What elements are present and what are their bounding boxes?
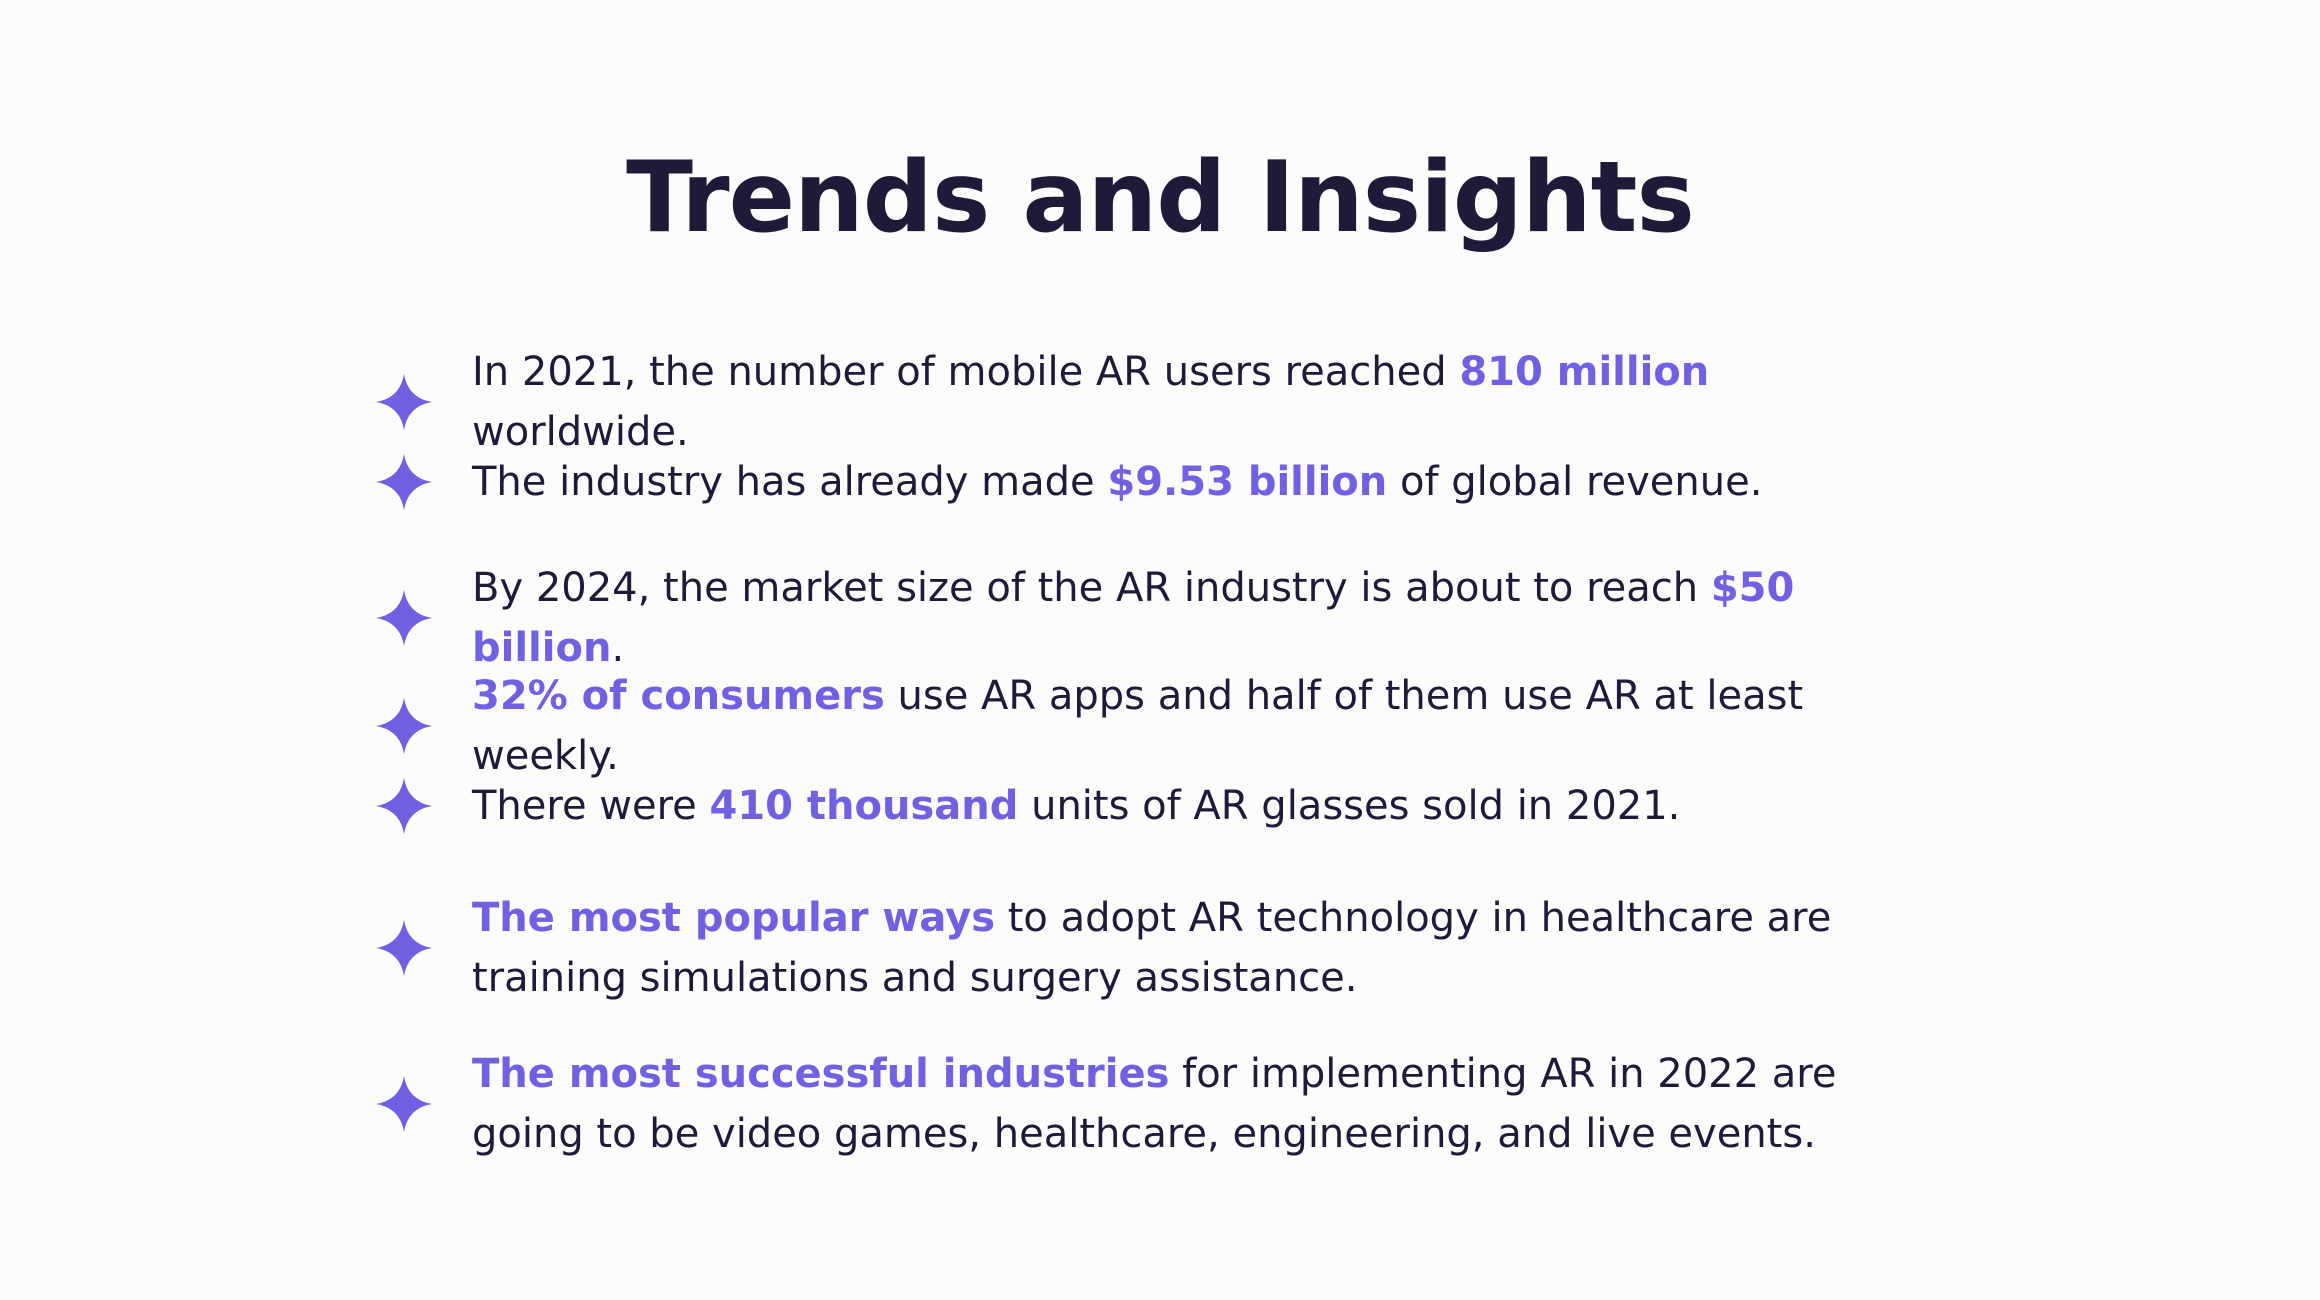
four-point-star-icon xyxy=(372,586,436,650)
insight-highlight: The most popular ways xyxy=(472,895,996,941)
insight-item: The industry has already made $9.53 bill… xyxy=(372,450,1892,514)
insight-text-lead: The industry has already made xyxy=(472,459,1108,505)
insight-text: In 2021, the number of mobile AR users r… xyxy=(472,342,1892,462)
insight-text: By 2024, the market size of the AR indus… xyxy=(472,558,1892,678)
four-point-star-icon xyxy=(372,450,436,514)
insight-text: The most successful industries for imple… xyxy=(472,1044,1892,1164)
four-point-star-icon xyxy=(372,370,436,434)
insight-highlight: $9.53 billion xyxy=(1107,459,1388,505)
insight-text-tail: of global revenue. xyxy=(1387,459,1763,505)
insight-item: 32% of consumers use AR apps and half of… xyxy=(372,666,1892,786)
insight-item: In 2021, the number of mobile AR users r… xyxy=(372,342,1892,462)
four-point-star-icon xyxy=(372,774,436,838)
insight-highlight: 410 thousand xyxy=(709,783,1019,829)
insight-text: There were 410 thousand units of AR glas… xyxy=(472,776,1680,836)
page-title: Trends and Insights xyxy=(626,141,1695,255)
insight-text-tail: worldwide. xyxy=(472,409,689,455)
insight-text-lead: By 2024, the market size of the AR indus… xyxy=(472,565,1711,611)
insight-item: The most successful industries for imple… xyxy=(372,1044,1892,1164)
insight-text: 32% of consumers use AR apps and half of… xyxy=(472,666,1892,786)
insight-text-tail: to adopt AR technology in healthcare are… xyxy=(472,895,1832,1001)
insight-text-lead: In 2021, the number of mobile AR users r… xyxy=(472,349,1460,395)
insight-text-tail: . xyxy=(611,625,625,671)
four-point-star-icon xyxy=(372,1072,436,1136)
insight-item: There were 410 thousand units of AR glas… xyxy=(372,774,1892,838)
insight-highlight: 32% of consumers xyxy=(472,673,885,719)
insight-text: The most popular ways to adopt AR techno… xyxy=(472,888,1892,1008)
insight-text-tail: for implementing AR in 2022 are going to… xyxy=(472,1051,1837,1157)
insight-text: The industry has already made $9.53 bill… xyxy=(472,452,1762,512)
four-point-star-icon xyxy=(372,916,436,980)
insight-item: The most popular ways to adopt AR techno… xyxy=(372,888,1892,1008)
insight-text-lead: There were xyxy=(472,783,710,829)
insight-highlight: The most successful industries xyxy=(472,1051,1170,1097)
insight-highlight: 810 million xyxy=(1459,349,1710,395)
four-point-star-icon xyxy=(372,694,436,758)
insight-text-tail: use AR apps and half of them use AR at l… xyxy=(472,673,1804,779)
insight-highlight: $50 billion xyxy=(472,565,1795,671)
insight-text-tail: units of AR glasses sold in 2021. xyxy=(1018,783,1681,829)
insight-item: By 2024, the market size of the AR indus… xyxy=(372,558,1892,678)
